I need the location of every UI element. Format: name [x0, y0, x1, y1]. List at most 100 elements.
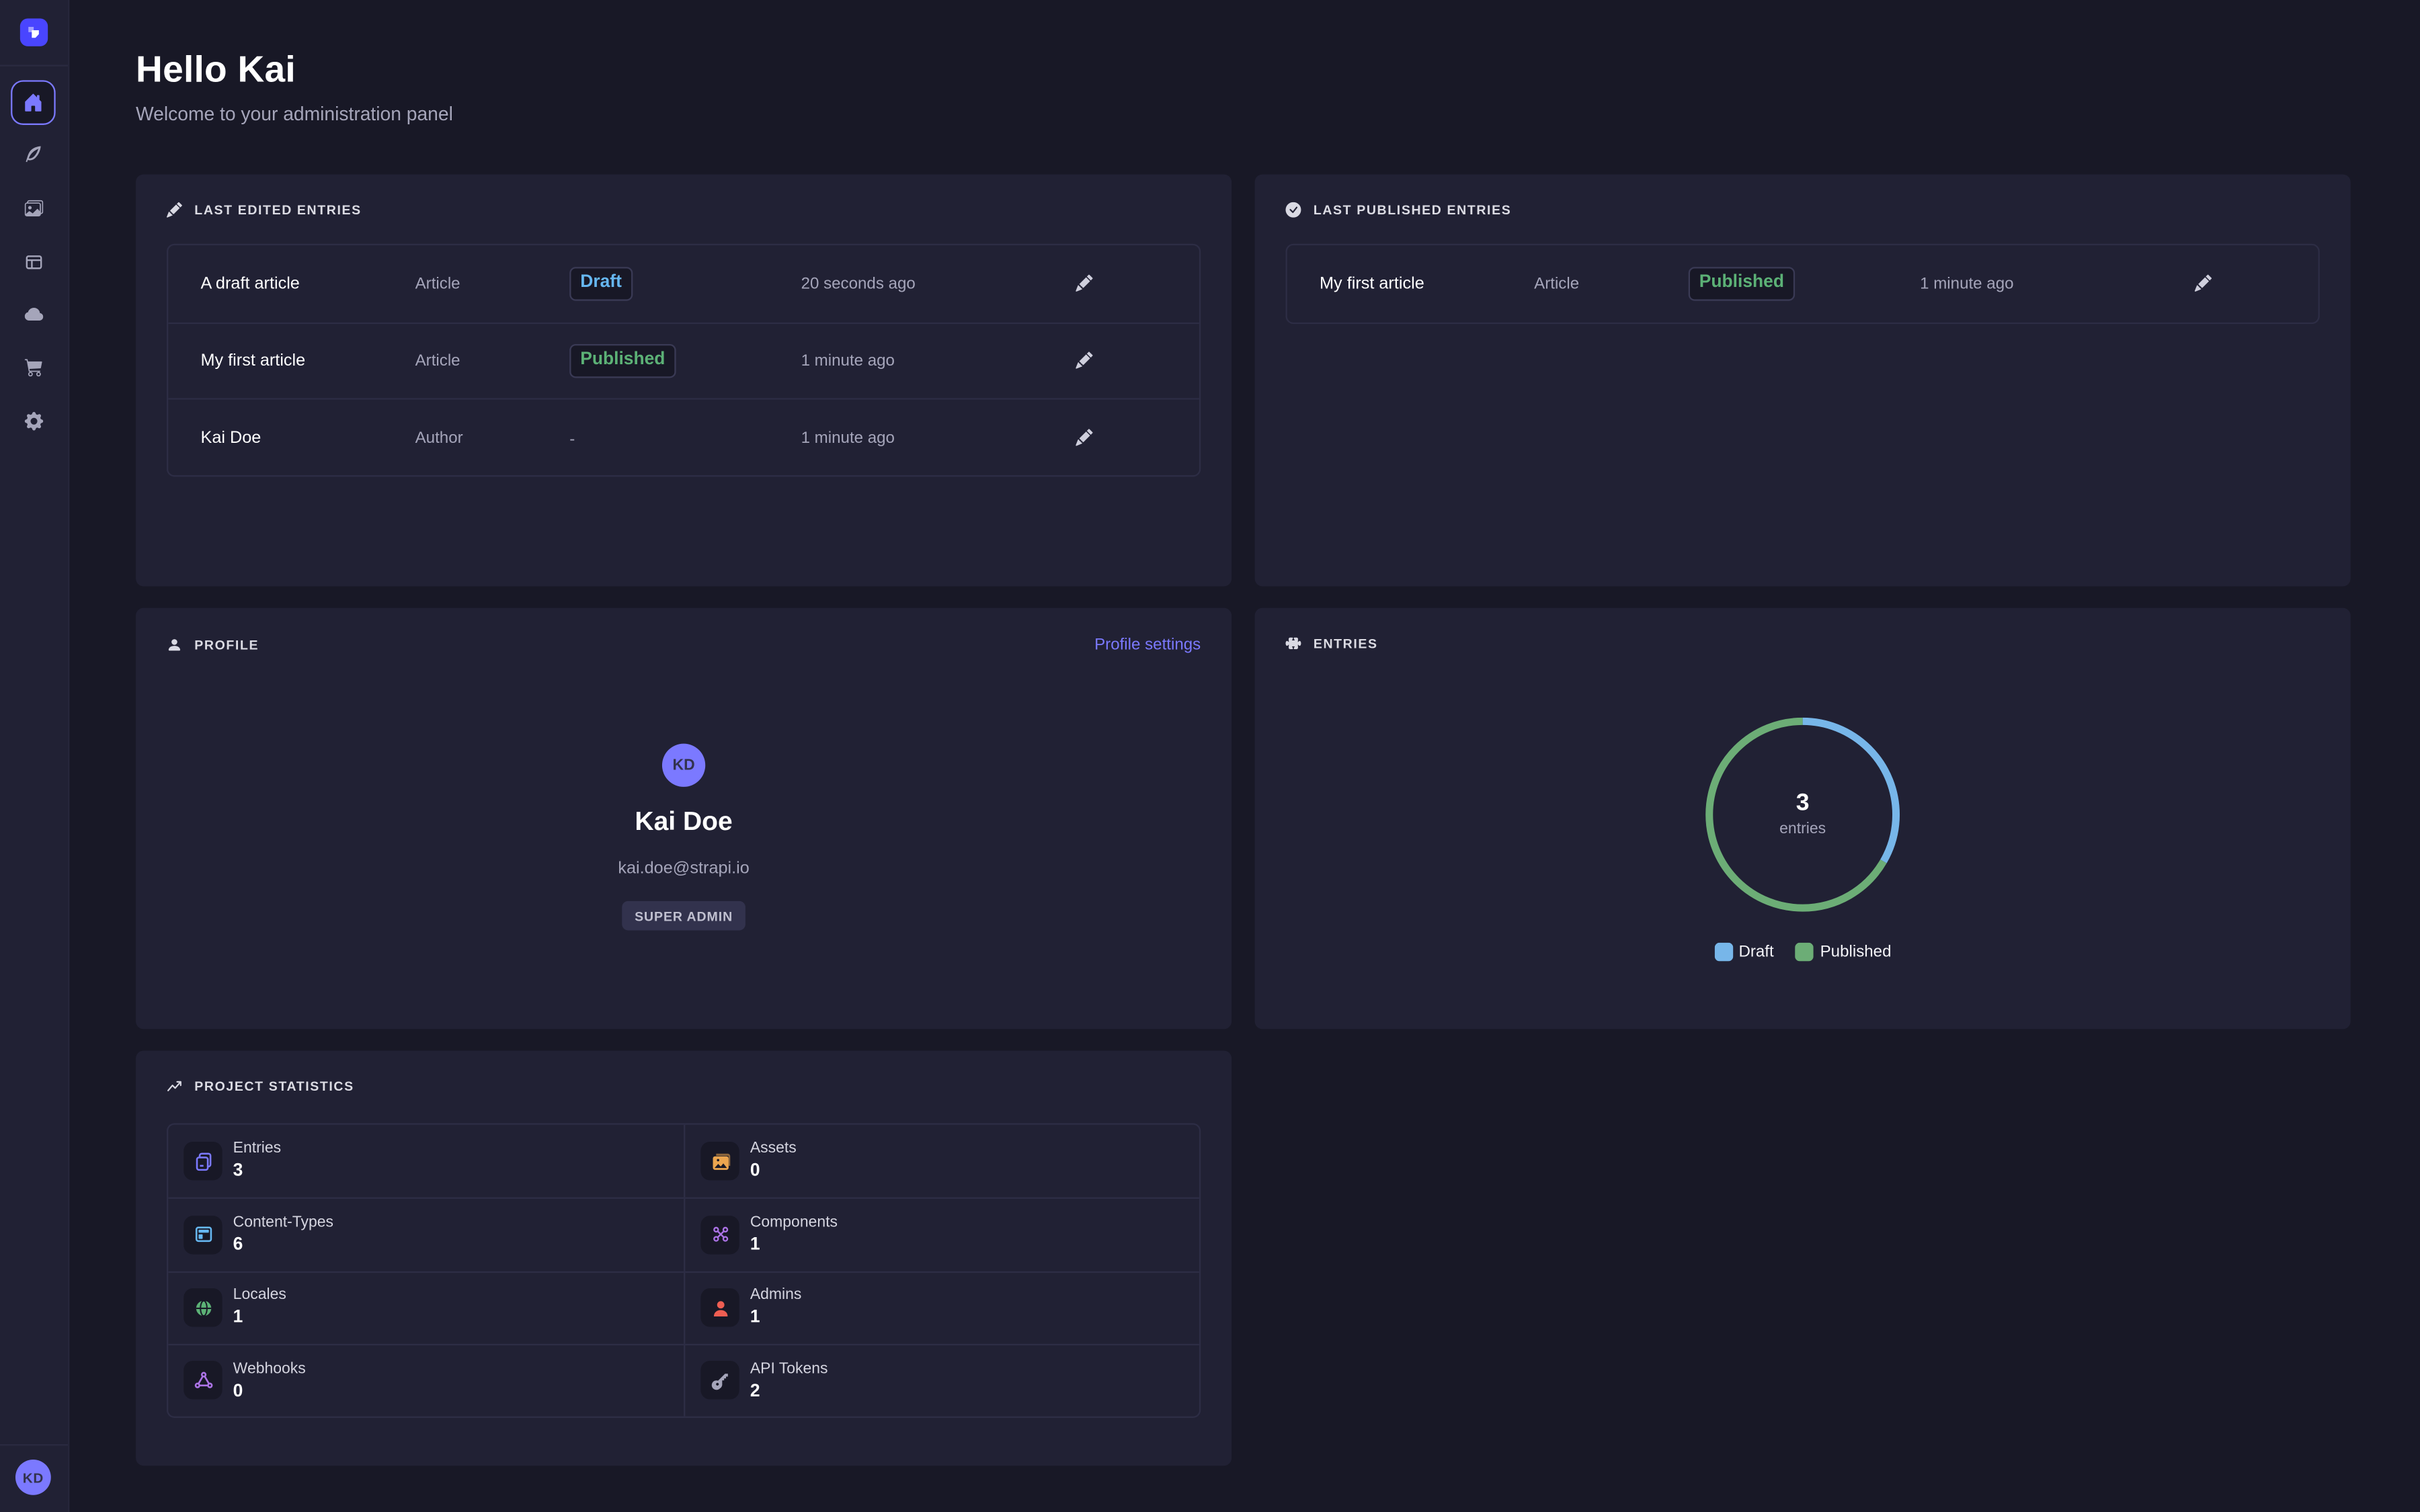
panel-title: PROJECT STATISTICS — [194, 1078, 354, 1094]
stat-value: 2 — [750, 1382, 760, 1400]
sidebar: KD — [0, 0, 70, 1512]
entry-time: 1 minute ago — [1920, 274, 2014, 293]
sidebar-item-marketplace[interactable] — [24, 358, 44, 377]
legend-swatch-published — [1795, 942, 1814, 962]
sidebar-item-media-library[interactable] — [24, 199, 44, 218]
strapi-logo[interactable] — [19, 18, 48, 46]
profile-name: Kai Doe — [635, 806, 733, 837]
stat-label: Components — [750, 1214, 838, 1232]
entry-name: My first article — [1320, 274, 1424, 293]
entry-type: Article — [415, 274, 460, 293]
stat-label: Content-Types — [233, 1214, 334, 1232]
entry-time: 1 minute ago — [801, 428, 895, 448]
puzzle-icon — [1285, 636, 1301, 651]
stat-label: Locales — [233, 1287, 286, 1304]
entry-type: Article — [1534, 274, 1580, 293]
stat-api-tokens: API Tokens 2 — [684, 1343, 1199, 1417]
page-header: Hello Kai Welcome to your administration… — [136, 49, 453, 124]
profile-settings-link[interactable]: Profile settings — [1094, 635, 1201, 655]
panel-title: LAST PUBLISHED ENTRIES — [1313, 202, 1512, 218]
webhook-icon — [184, 1361, 223, 1400]
photos-icon — [700, 1142, 739, 1181]
stat-value: 0 — [750, 1162, 760, 1181]
cart-icon — [24, 359, 42, 377]
stat-label: Admins — [750, 1287, 802, 1304]
stat-value: 0 — [233, 1382, 243, 1400]
edit-entry-button[interactable] — [1076, 351, 1094, 371]
pencil-icon — [166, 202, 182, 218]
cloud-icon — [24, 308, 44, 321]
entry-type: Author — [415, 428, 463, 448]
edit-entry-button[interactable] — [1076, 428, 1094, 448]
stat-label: Webhooks — [233, 1359, 306, 1378]
sidebar-item-home[interactable] — [11, 80, 56, 125]
project-statistics-panel: PROJECT STATISTICS Entries 3 — [136, 1050, 1232, 1466]
globe-icon — [184, 1288, 223, 1327]
stat-webhooks: Webhooks 0 — [168, 1343, 684, 1416]
stat-components: Components 1 — [684, 1198, 1199, 1271]
pencil-icon — [1076, 274, 1093, 292]
sidebar-item-content-manager[interactable] — [25, 145, 44, 164]
stat-label: Entries — [233, 1140, 282, 1158]
entries-donut-chart: 3 entries — [1705, 717, 1900, 912]
stat-assets: Assets 0 — [684, 1124, 1199, 1198]
sidebar-divider — [0, 1443, 69, 1446]
page-subtitle: Welcome to your administration panel — [136, 103, 453, 125]
stat-entries: Entries 3 — [168, 1125, 684, 1198]
entries-total-label: entries — [1779, 820, 1826, 838]
last-edited-table: A draft article Article Draft 20 seconds… — [166, 243, 1201, 477]
table-row[interactable]: Kai Doe Author - 1 minute ago — [168, 398, 1199, 475]
legend-label: Published — [1820, 942, 1892, 962]
status-badge: Published — [569, 344, 676, 378]
entry-time: 20 seconds ago — [801, 274, 916, 293]
panel-title: LAST EDITED ENTRIES — [194, 202, 362, 218]
legend-item-published: Published — [1795, 942, 1892, 962]
table-row[interactable]: A draft article Article Draft 20 seconds… — [168, 245, 1199, 322]
sidebar-item-content-type-builder[interactable] — [25, 253, 44, 272]
stats-grid: Entries 3 Assets — [166, 1123, 1201, 1418]
stat-content-types: Content-Types 6 — [168, 1198, 684, 1270]
layout-icon — [184, 1215, 223, 1255]
table-row[interactable]: My first article Article Published 1 min… — [168, 322, 1199, 398]
status-badge: Published — [1688, 267, 1796, 300]
entry-name: Kai Doe — [200, 428, 261, 448]
last-edited-entries-panel: LAST EDITED ENTRIES A draft article Arti… — [136, 174, 1232, 587]
pencil-icon — [2194, 274, 2212, 292]
status-empty: - — [569, 429, 575, 449]
documents-icon — [184, 1142, 223, 1181]
page-title: Hello Kai — [136, 49, 296, 91]
panel-title: ENTRIES — [1313, 635, 1378, 651]
molecule-icon — [700, 1215, 739, 1255]
edit-entry-button[interactable] — [1076, 274, 1094, 293]
stat-value: 3 — [233, 1162, 243, 1181]
gear-icon — [24, 412, 44, 431]
stat-label: Assets — [750, 1140, 797, 1158]
profile-avatar: KD — [661, 743, 706, 787]
edit-entry-button[interactable] — [2194, 274, 2214, 293]
entries-total: 3 — [1796, 790, 1810, 817]
table-row[interactable]: My first article Article Published 1 min… — [1287, 245, 2318, 322]
pencil-icon — [1076, 351, 1093, 369]
entries-panel: ENTRIES 3 entries Draft Published — [1254, 607, 2351, 1030]
profile-email: kai.doe@strapi.io — [618, 859, 750, 878]
layout-icon — [26, 255, 42, 269]
chart-legend: Draft Published — [1255, 942, 2351, 962]
entry-name: A draft article — [200, 274, 300, 293]
entry-type: Article — [415, 351, 460, 371]
sidebar-divider — [0, 65, 69, 67]
person-icon — [167, 637, 182, 653]
feather-icon — [26, 146, 41, 163]
sidebar-item-deploy[interactable] — [24, 306, 44, 325]
stat-label: API Tokens — [750, 1359, 828, 1378]
pencil-icon — [1076, 428, 1093, 446]
role-badge: SUPER ADMIN — [622, 900, 745, 931]
last-published-entries-panel: LAST PUBLISHED ENTRIES My first article … — [1254, 174, 2351, 587]
check-circle-icon — [1285, 202, 1301, 218]
sidebar-item-settings[interactable] — [24, 412, 44, 431]
last-published-table: My first article Article Published 1 min… — [1285, 243, 2320, 324]
legend-label: Draft — [1738, 942, 1774, 962]
panel-title: PROFILE — [194, 637, 259, 653]
user-avatar[interactable]: KD — [15, 1459, 51, 1495]
status-badge: Draft — [569, 267, 633, 300]
